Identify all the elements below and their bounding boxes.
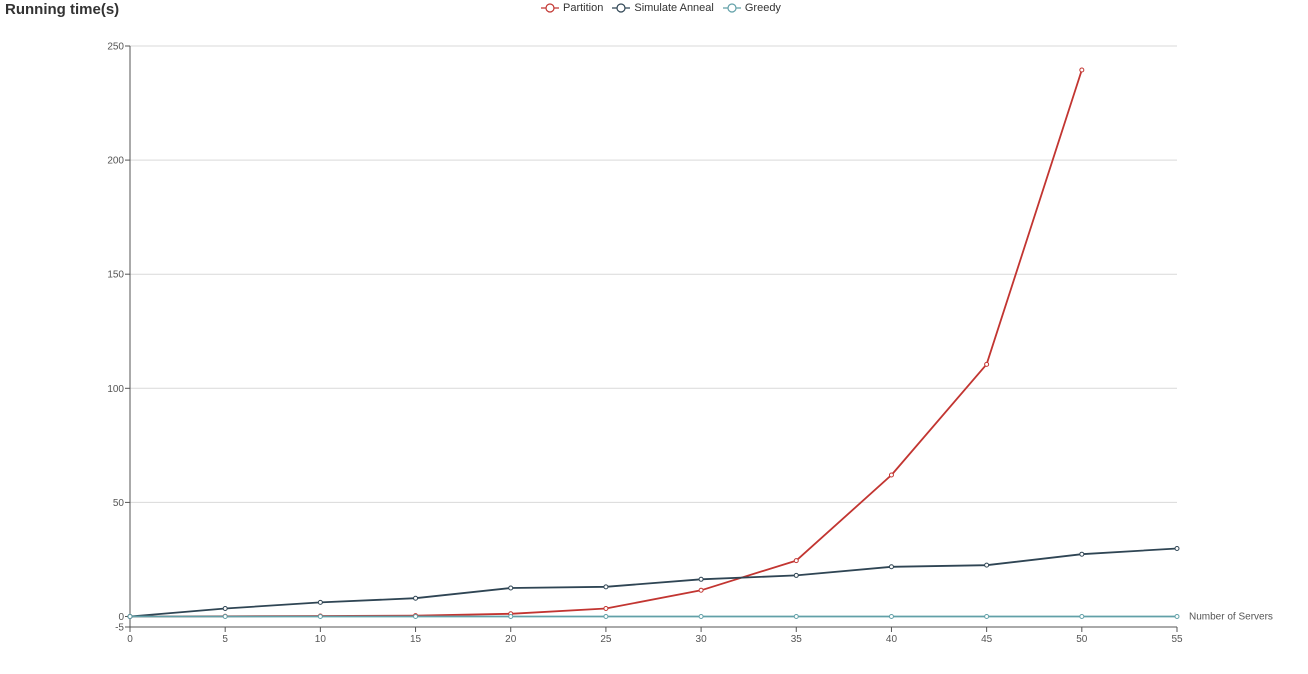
- data-point-simulate-anneal: [317, 599, 323, 605]
- data-point-partition: [1079, 67, 1085, 73]
- data-point-simulate-anneal: [413, 595, 419, 601]
- data-point-simulate-anneal: [1174, 545, 1180, 551]
- data-point-simulate-anneal: [888, 564, 894, 570]
- data-point-partition: [603, 606, 609, 612]
- legend-item[interactable]: Greedy: [722, 2, 781, 14]
- legend-label: Greedy: [744, 2, 781, 14]
- x-tick-label: 5: [222, 634, 228, 645]
- data-point-greedy: [984, 614, 990, 619]
- data-point-greedy: [888, 614, 894, 619]
- y-tick-label: 150: [107, 270, 124, 281]
- legend-item[interactable]: Partition: [540, 2, 603, 14]
- y-tick-label: 100: [107, 384, 124, 395]
- data-point-greedy: [793, 614, 799, 619]
- y-tick-label: 0: [118, 612, 124, 623]
- data-point-greedy: [1079, 614, 1085, 619]
- data-point-greedy: [1174, 614, 1180, 619]
- legend-item[interactable]: Simulate Anneal: [611, 2, 714, 14]
- data-point-partition: [984, 361, 990, 367]
- data-point-partition: [793, 558, 799, 564]
- x-tick-label: 0: [127, 634, 133, 645]
- data-point-greedy: [698, 614, 704, 619]
- legend: Partition Simulate Anneal Greedy: [540, 1, 789, 15]
- data-point-simulate-anneal: [222, 606, 228, 612]
- data-point-greedy: [222, 614, 228, 619]
- data-point-greedy: [413, 614, 419, 619]
- data-point-greedy: [508, 614, 514, 619]
- data-point-simulate-anneal: [508, 585, 514, 591]
- data-point-simulate-anneal: [603, 584, 609, 590]
- data-point-simulate-anneal: [793, 572, 799, 578]
- chart-title: Running time(s): [5, 1, 120, 18]
- x-tick-label: 35: [791, 634, 803, 645]
- y-tick-label: -5: [115, 623, 124, 634]
- data-point-simulate-anneal: [984, 562, 990, 568]
- data-point-partition: [888, 472, 894, 478]
- x-axis-label: Number of Servers: [1189, 612, 1273, 623]
- data-point-simulate-anneal: [1079, 551, 1085, 557]
- data-point-simulate-anneal: [698, 576, 704, 582]
- data-point-greedy: [603, 614, 609, 619]
- x-tick-label: 45: [981, 634, 993, 645]
- x-tick-label: 25: [600, 634, 612, 645]
- y-tick-label: 250: [107, 42, 124, 53]
- series-line-partition: [129, 69, 1083, 618]
- y-tick-label: 50: [113, 498, 125, 509]
- x-tick-label: 10: [315, 634, 327, 645]
- x-tick-label: 15: [410, 634, 422, 645]
- legend-marker-icon: [722, 3, 741, 13]
- x-tick-label: 20: [505, 634, 517, 645]
- legend-marker-icon: [541, 3, 559, 13]
- x-tick-label: 40: [886, 634, 898, 645]
- legend-marker-icon: [612, 3, 631, 13]
- data-point-greedy: [127, 614, 133, 619]
- data-point-partition: [698, 587, 704, 593]
- series-line-simulate-anneal: [129, 547, 1178, 618]
- x-tick-label: 30: [696, 634, 708, 645]
- x-tick-label: 50: [1076, 634, 1088, 645]
- data-point-greedy: [317, 614, 323, 619]
- legend-label: Partition: [563, 2, 604, 14]
- legend-label: Simulate Anneal: [634, 2, 714, 14]
- x-tick-label: 55: [1171, 634, 1183, 645]
- y-tick-label: 200: [107, 156, 124, 167]
